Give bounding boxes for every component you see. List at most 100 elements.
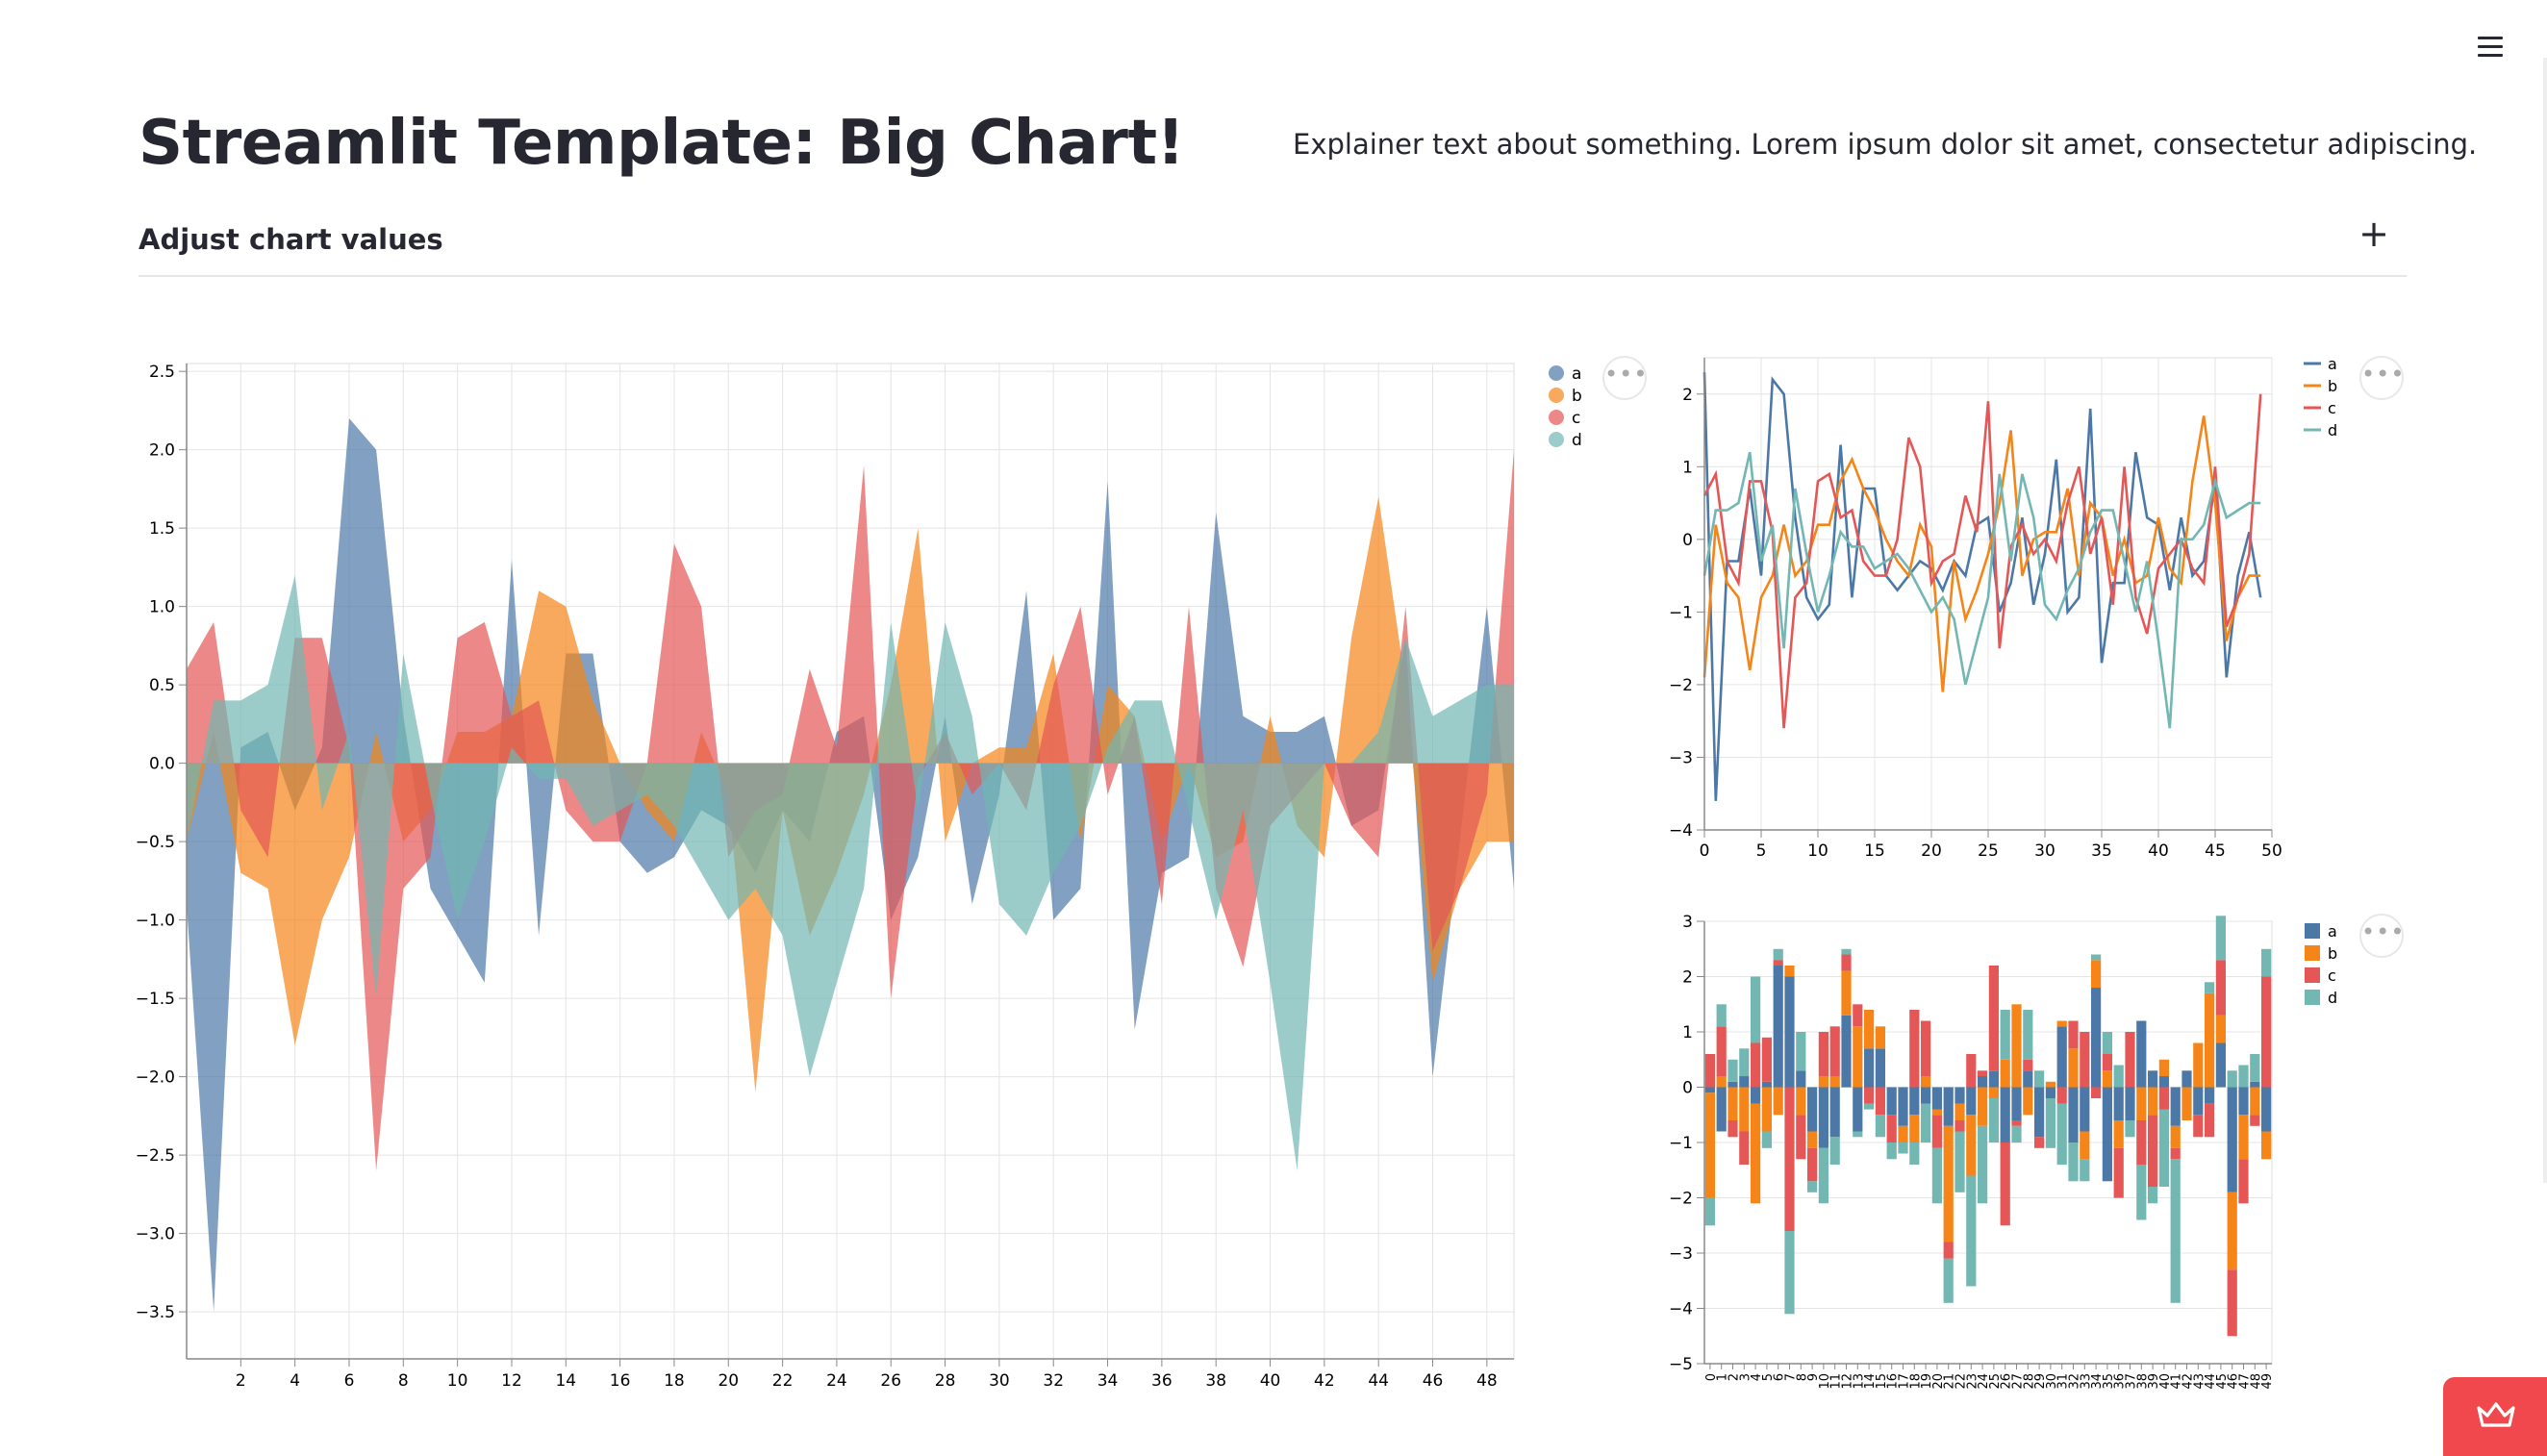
bar-c-24 <box>1978 1070 1988 1077</box>
legend-label-a: a <box>2328 355 2337 373</box>
legend-label-d: d <box>2328 989 2337 1007</box>
bar-a-17 <box>1898 1087 1908 1126</box>
adjust-chart-values-expander[interactable]: Adjust chart values + <box>139 215 2407 277</box>
bar-c-22 <box>1954 1120 1965 1132</box>
bar-a-8 <box>1796 1070 1806 1088</box>
bar-a-6 <box>1773 966 1783 1088</box>
bar-c-48 <box>2250 1115 2260 1126</box>
bar-b-34 <box>2091 960 2102 989</box>
y-tick-label: −1 <box>1669 1134 1693 1153</box>
bar-chart: 0123456789101112131415161718192021222324… <box>1669 913 2337 1390</box>
x-tick-label: 5 <box>1761 1373 1776 1381</box>
x-tick-label: 2 <box>1727 1373 1742 1381</box>
bar-b-14 <box>1864 1010 1875 1049</box>
y-tick-label: −3 <box>1669 748 1693 767</box>
page-title: Streamlit Template: Big Chart! <box>139 108 1185 179</box>
bar-a-28 <box>2023 1070 2033 1088</box>
bar-c-7 <box>1784 1087 1795 1231</box>
y-tick-label: 1.5 <box>149 519 175 539</box>
bar-d-17 <box>1898 1142 1908 1154</box>
legend-label-b: b <box>2328 377 2337 395</box>
bar-a-48 <box>2250 1081 2260 1088</box>
bar-c-31 <box>2056 1087 2067 1104</box>
x-tick-label: 30 <box>2034 841 2055 861</box>
bar-b-47 <box>2238 1115 2249 1160</box>
bar-c-44 <box>2205 1103 2215 1138</box>
bar-d-5 <box>1761 1131 1772 1148</box>
x-tick-label: 40 <box>1260 1371 1281 1391</box>
y-tick-label: 0 <box>1682 531 1693 550</box>
bar-b-38 <box>2136 1087 2147 1120</box>
x-tick-label: 16 <box>610 1371 631 1391</box>
legend-swatch-d <box>2305 990 2320 1005</box>
x-tick-label: 9 <box>1806 1373 1821 1381</box>
y-tick-label: −0.5 <box>136 833 175 852</box>
legend-label-a: a <box>2328 922 2337 941</box>
y-tick-label: −2.0 <box>136 1068 175 1088</box>
y-tick-label: −2 <box>1669 1190 1693 1209</box>
bar-d-32 <box>2068 1142 2079 1182</box>
x-tick-label: 28 <box>2022 1373 2036 1390</box>
bar-b-41 <box>2170 1125 2181 1148</box>
bar-b-27 <box>2011 1004 2022 1088</box>
bar-b-13 <box>1853 1026 1863 1088</box>
bar-b-6 <box>1773 1087 1783 1116</box>
x-tick-label: 23 <box>1965 1373 1980 1390</box>
bar-c-45 <box>2215 960 2226 1016</box>
legend-label-d: d <box>2328 421 2337 439</box>
hamburger-menu-icon[interactable] <box>2476 33 2505 62</box>
bar-d-10 <box>1818 1147 1828 1204</box>
area-chart-menu-button[interactable]: ••• <box>1602 356 1647 400</box>
line-series-d <box>1702 451 2261 729</box>
x-tick-label: 50 <box>2261 841 2282 861</box>
bar-a-46 <box>2227 1087 2237 1192</box>
x-tick-label: 40 <box>2148 841 2169 861</box>
bar-d-36 <box>2113 1065 2124 1088</box>
bar-a-30 <box>2045 1087 2055 1098</box>
x-tick-label: 35 <box>2102 1373 2116 1390</box>
plus-icon[interactable]: + <box>2358 213 2389 255</box>
scrollbar[interactable] <box>2543 58 2547 1183</box>
bar-b-44 <box>2205 992 2215 1088</box>
bar-a-39 <box>2148 1070 2158 1088</box>
bar-b-45 <box>2215 1015 2226 1043</box>
bar-a-27 <box>2011 1087 2022 1120</box>
x-tick-label: 42 <box>1314 1371 1335 1391</box>
legend-label-c: c <box>1572 409 1580 428</box>
bar-b-33 <box>2080 1131 2090 1160</box>
bar-d-44 <box>2205 982 2215 993</box>
bar-b-7 <box>1784 966 1795 977</box>
x-tick-label: 20 <box>1921 841 1942 861</box>
x-tick-label: 1 <box>1716 1373 1730 1381</box>
bar-c-3 <box>1739 1131 1750 1165</box>
bar-b-32 <box>2068 1048 2079 1088</box>
bar-c-25 <box>1988 966 1999 1071</box>
x-tick-label: 39 <box>2147 1373 2161 1390</box>
y-tick-label: 2 <box>1682 386 1693 405</box>
streamlit-badge[interactable] <box>2443 1377 2547 1456</box>
bar-b-30 <box>2045 1081 2055 1088</box>
bar-c-14 <box>1864 1087 1875 1104</box>
bar-d-2 <box>1727 1059 1738 1082</box>
bar-d-13 <box>1853 1131 1863 1138</box>
bar-a-11 <box>1829 1087 1840 1138</box>
bar-d-48 <box>2250 1054 2260 1082</box>
x-tick-label: 30 <box>989 1371 1010 1391</box>
bar-d-15 <box>1875 1115 1885 1138</box>
x-tick-label: 24 <box>1977 1373 1991 1390</box>
x-tick-label: 19 <box>1920 1373 1934 1390</box>
legend-swatch-c <box>2305 967 2320 983</box>
x-tick-label: 34 <box>1097 1371 1119 1391</box>
bar-chart-menu-button[interactable]: ••• <box>2359 914 2404 958</box>
line-chart-menu-button[interactable]: ••• <box>2359 356 2404 400</box>
y-tick-label: −3.5 <box>136 1303 175 1322</box>
bar-a-43 <box>2193 1087 2204 1116</box>
y-tick-label: −1 <box>1669 603 1693 622</box>
x-tick-label: 41 <box>2170 1373 2184 1390</box>
bar-a-47 <box>2238 1087 2249 1116</box>
bar-c-36 <box>2113 1147 2124 1198</box>
legend-label-c: c <box>2328 399 2336 417</box>
legend-swatch-a <box>2305 923 2320 939</box>
bar-d-45 <box>2215 916 2226 961</box>
bar-b-28 <box>2023 1087 2033 1116</box>
